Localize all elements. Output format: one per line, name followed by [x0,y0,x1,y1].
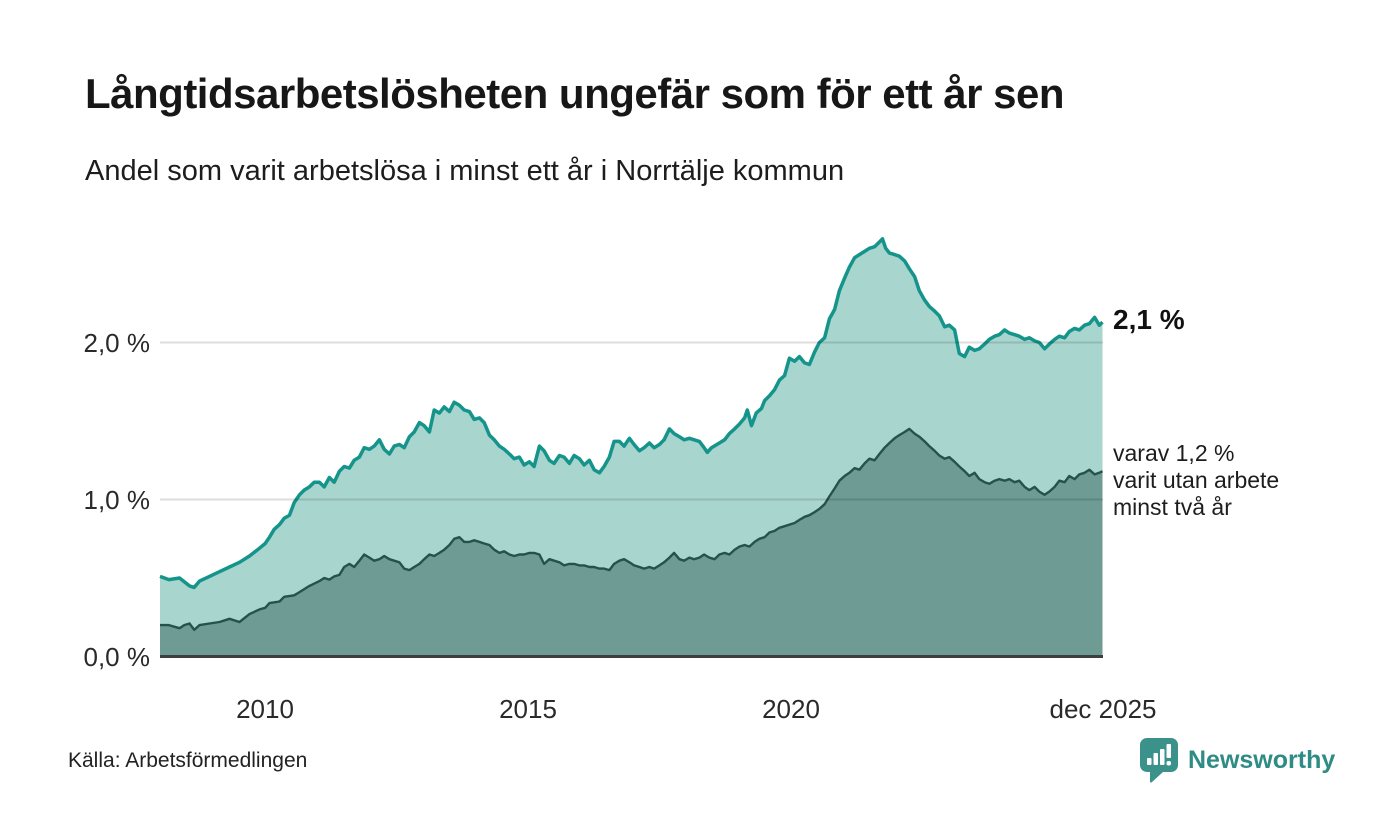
newsworthy-bubble-chart-icon [1138,736,1180,784]
end-sub-line-1: varav 1,2 % [1113,440,1235,466]
line-two-years [160,427,1104,631]
x-tick-2015: 2015 [499,694,557,724]
line-total-long-term [159,237,1104,590]
y-tick-2.0: 2,0 % [83,328,151,358]
gridlines [160,341,1103,501]
y-tick-1.0: 1,0 % [83,485,151,515]
y-tick-0.0: 0,0 % [83,642,151,672]
chart-title: Långtidsarbetslösheten ungefär som för e… [85,70,1065,117]
x-tick-dec-2025: dec 2025 [1049,694,1157,724]
brand-logo: Newsworthy [1138,736,1335,784]
end-sub-label: varav 1,2 % varit utan arbete minst två … [1113,440,1279,521]
end-value-label: 2,1 % [1113,304,1185,335]
end-sub-line-3: minst två år [1113,494,1232,520]
x-tick-2020: 2020 [762,694,820,724]
end-sub-line-2: varit utan arbete [1113,467,1280,493]
area-two-years [160,428,1103,657]
chart-subtitle: Andel som varit arbetslösa i minst ett å… [85,155,845,187]
source-text: Källa: Arbetsförmedlingen [68,749,308,772]
brand-name: Newsworthy [1188,745,1336,774]
x-tick-2010: 2010 [236,694,294,724]
